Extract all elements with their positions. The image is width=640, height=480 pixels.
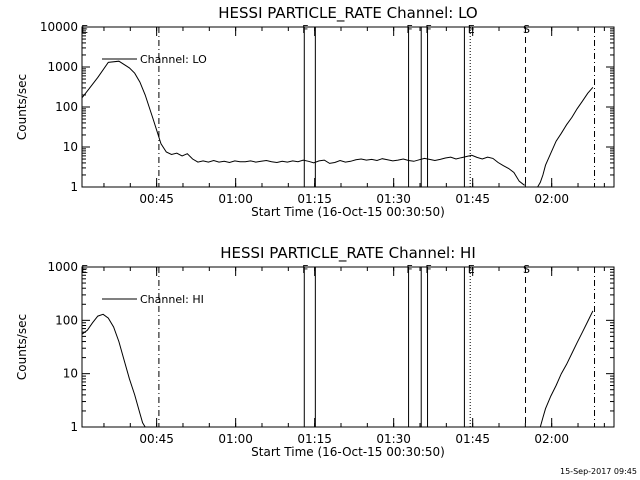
y-axis-label: Counts/sec — [15, 314, 29, 380]
chart-panel-lo: HESSI PARTICLE_RATE Channel: LO 1 10 100 100… — [15, 4, 615, 219]
event-marker-label: F — [302, 23, 308, 36]
y-tick-label: 1000 — [47, 60, 78, 74]
y-tick-label: 1000 — [47, 260, 78, 274]
event-marker-label: E — [81, 23, 88, 36]
legend-label: Channel: HI — [140, 293, 204, 306]
data-series-line — [81, 313, 146, 428]
event-marker-label: E — [468, 23, 475, 36]
x-tick-label: 00:45 — [139, 192, 174, 206]
x-axis-label: Start Time (16-Oct-15 00:30:50) — [251, 205, 445, 219]
event-marker-label: S — [523, 263, 530, 276]
plot-frame — [81, 26, 615, 188]
y-tick-label: 10000 — [40, 20, 78, 34]
data-series-line — [537, 86, 594, 188]
data-series-line — [81, 60, 525, 186]
y-tick-label: 100 — [55, 313, 78, 327]
y-tick-label: 1 — [70, 180, 78, 194]
data-series-line — [539, 310, 594, 428]
event-marker-label: F — [425, 263, 431, 276]
x-tick-label: 01:00 — [218, 192, 253, 206]
y-tick-label: 10 — [63, 140, 78, 154]
x-tick-label: 01:45 — [455, 432, 490, 446]
x-tick-label: 01:30 — [376, 192, 411, 206]
chart-title: HESSI PARTICLE_RATE Channel: LO — [218, 4, 477, 23]
event-marker-label: F — [425, 23, 431, 36]
event-marker-label: F — [302, 263, 308, 276]
y-tick-label: 10 — [63, 367, 78, 381]
event-marker-label: F — [406, 263, 412, 276]
event-marker-label: F — [406, 23, 412, 36]
event-marker-label: E — [81, 263, 88, 276]
x-axis-label: Start Time (16-Oct-15 00:30:50) — [251, 445, 445, 459]
event-marker-label: S — [523, 23, 530, 36]
plot-frame — [81, 266, 615, 428]
chart-title: HESSI PARTICLE_RATE Channel: HI — [220, 244, 476, 263]
x-tick-label: 01:15 — [297, 432, 332, 446]
generation-timestamp: 15-Sep-2017 09:45 — [560, 467, 637, 476]
x-tick-label: 02:00 — [534, 432, 569, 446]
x-tick-label: 01:45 — [455, 192, 490, 206]
x-tick-label: 01:15 — [297, 192, 332, 206]
x-tick-label: 01:00 — [218, 432, 253, 446]
y-axis-label: Counts/sec — [15, 74, 29, 140]
x-tick-label: 00:45 — [139, 432, 174, 446]
x-tick-label: 02:00 — [534, 192, 569, 206]
y-tick-label: 100 — [55, 100, 78, 114]
chart-panel-hi: HESSI PARTICLE_RATE Channel: HI 1 10 100 100… — [15, 244, 615, 459]
legend-label: Channel: LO — [140, 53, 207, 66]
y-tick-label: 1 — [70, 420, 78, 434]
event-marker-label: E — [468, 263, 475, 276]
x-tick-label: 01:30 — [376, 432, 411, 446]
